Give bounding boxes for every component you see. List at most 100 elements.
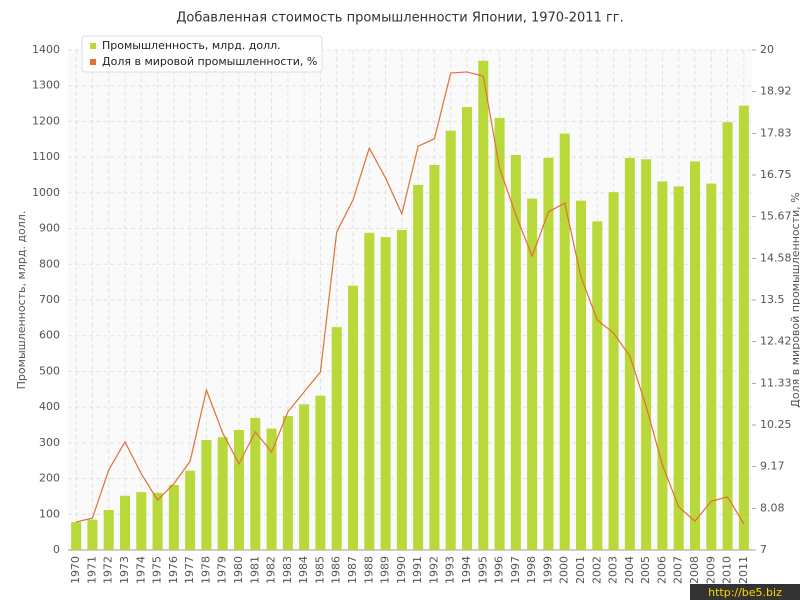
bar bbox=[673, 186, 684, 550]
bar bbox=[494, 117, 505, 550]
x-tick-label: 1973 bbox=[118, 556, 131, 584]
y-tick-label: 200 bbox=[39, 472, 60, 485]
bar bbox=[608, 192, 619, 550]
legend-box bbox=[81, 35, 323, 73]
legend-label: Промышленность, млрд. долл. bbox=[102, 39, 281, 52]
x-tick-label: 1989 bbox=[379, 556, 392, 584]
y-tick-label: 900 bbox=[39, 222, 60, 235]
bar bbox=[71, 522, 82, 550]
bar bbox=[722, 122, 733, 551]
bar bbox=[250, 417, 261, 550]
x-tick-label: 1991 bbox=[411, 556, 424, 584]
x-tick-label: 2007 bbox=[672, 556, 685, 584]
x-tick-label: 1974 bbox=[134, 556, 147, 584]
bar bbox=[331, 327, 342, 550]
legend-label: Доля в мировой промышленности, % bbox=[102, 55, 317, 68]
watermark: http://be5.biz bbox=[708, 586, 782, 599]
x-tick-label: 1993 bbox=[444, 556, 457, 584]
y2-tick-label: 20 bbox=[760, 43, 774, 56]
bar bbox=[103, 510, 114, 550]
y2-tick-label: 13.5 bbox=[760, 293, 785, 306]
y2-tick-label: 9.17 bbox=[760, 460, 785, 473]
bar bbox=[559, 133, 570, 551]
x-tick-label: 1976 bbox=[167, 556, 180, 584]
bar bbox=[120, 495, 130, 550]
bar bbox=[282, 416, 293, 550]
bar bbox=[266, 428, 277, 550]
bar bbox=[396, 230, 407, 550]
bar bbox=[657, 181, 668, 550]
x-tick-label: 1982 bbox=[265, 556, 278, 584]
x-tick-label: 1990 bbox=[395, 556, 408, 584]
bar bbox=[217, 437, 228, 550]
bar bbox=[429, 165, 440, 550]
x-tick-label: 1971 bbox=[85, 556, 98, 584]
bar bbox=[348, 285, 358, 550]
line bbox=[76, 71, 745, 525]
bar bbox=[413, 185, 424, 550]
bar bbox=[136, 492, 147, 550]
y2-tick-label: 18.92 bbox=[760, 85, 792, 98]
x-tick-label: 1975 bbox=[151, 556, 164, 584]
bar bbox=[690, 161, 700, 550]
legend-swatch bbox=[90, 59, 96, 65]
x-tick-label: 2002 bbox=[590, 556, 603, 584]
x-tick-label: 2006 bbox=[655, 556, 668, 584]
x-tick-label: 2001 bbox=[574, 556, 587, 584]
bar bbox=[510, 155, 521, 550]
x-tick-label: 1998 bbox=[525, 556, 538, 584]
y-tick-label: 400 bbox=[39, 400, 60, 413]
bar bbox=[168, 485, 179, 550]
bar bbox=[576, 200, 586, 550]
y-tick-label: 700 bbox=[39, 293, 60, 306]
x-tick-label: 1999 bbox=[541, 556, 554, 584]
x-tick-label: 1983 bbox=[281, 556, 294, 584]
x-tick-label: 1985 bbox=[313, 556, 326, 584]
y-axis-label: Промышленность, млрд. долл. bbox=[15, 211, 28, 390]
chart-title: Добавленная стоимость промышленности Япо… bbox=[176, 11, 624, 26]
x-tick-label: 1970 bbox=[69, 556, 82, 584]
x-tick-label: 2005 bbox=[639, 556, 652, 584]
x-tick-label: 1997 bbox=[509, 556, 522, 584]
bar bbox=[592, 221, 603, 550]
y2-tick-label: 14.58 bbox=[760, 251, 792, 264]
bar bbox=[364, 232, 375, 550]
y-tick-label: 1400 bbox=[32, 43, 60, 56]
bar bbox=[445, 130, 456, 550]
y-tick-label: 0 bbox=[53, 543, 60, 556]
y-tick-label: 800 bbox=[39, 257, 60, 270]
x-tick-label: 2011 bbox=[737, 556, 750, 584]
bar bbox=[380, 237, 391, 550]
x-tick-label: 1994 bbox=[460, 556, 473, 584]
x-tick-label: 1972 bbox=[102, 556, 115, 584]
y-tick-label: 1100 bbox=[32, 150, 60, 163]
x-tick-label: 2003 bbox=[607, 556, 620, 584]
y2-tick-label: 8.08 bbox=[760, 501, 785, 514]
y2-tick-label: 16.75 bbox=[760, 168, 792, 181]
bar bbox=[315, 395, 326, 550]
x-tick-label: 2010 bbox=[721, 556, 734, 584]
x-tick-label: 2000 bbox=[558, 556, 571, 584]
x-tick-label: 2009 bbox=[704, 556, 717, 584]
x-tick-label: 1978 bbox=[199, 556, 212, 584]
bar bbox=[299, 404, 310, 550]
bar bbox=[706, 183, 717, 551]
bar bbox=[543, 157, 554, 550]
bar bbox=[185, 470, 196, 550]
bar bbox=[624, 157, 635, 550]
y2-tick-label: 15.67 bbox=[760, 210, 792, 223]
y2-tick-label: 7 bbox=[760, 543, 767, 556]
x-tick-label: 1986 bbox=[330, 556, 343, 584]
x-tick-label: 1996 bbox=[493, 556, 506, 584]
y-tick-label: 300 bbox=[39, 436, 60, 449]
x-tick-label: 1984 bbox=[297, 556, 310, 584]
x-tick-label: 1995 bbox=[476, 556, 489, 584]
bar bbox=[87, 519, 98, 550]
x-tick-label: 1987 bbox=[346, 556, 359, 584]
x-tick-label: 1992 bbox=[427, 556, 440, 584]
bar bbox=[201, 440, 212, 550]
x-tick-label: 2004 bbox=[623, 556, 636, 584]
x-tick-label: 1979 bbox=[216, 556, 229, 584]
bar bbox=[641, 159, 652, 551]
